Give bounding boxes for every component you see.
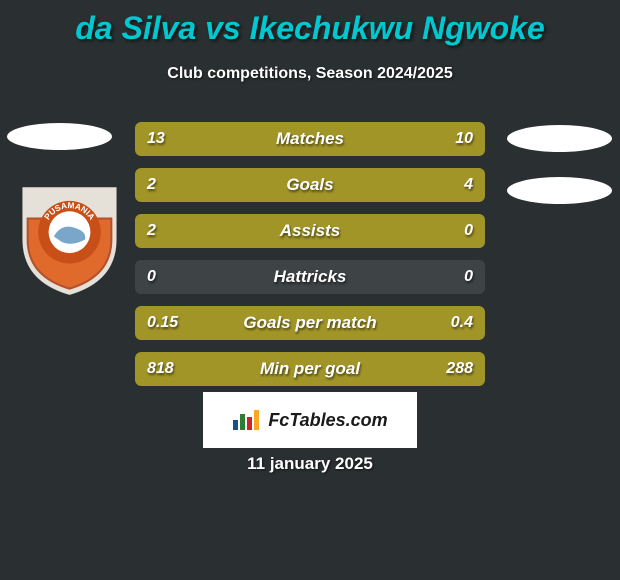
left-club-placeholder — [7, 123, 112, 150]
right-club-placeholder-1 — [507, 125, 612, 152]
right-club-placeholder-2 — [507, 177, 612, 204]
stat-label: Matches — [135, 122, 485, 156]
stat-row: 0.150.4Goals per match — [135, 306, 485, 340]
brand-text: FcTables.com — [268, 410, 387, 431]
bar-chart-icon — [232, 408, 260, 432]
stat-row: 00Hattricks — [135, 260, 485, 294]
stat-label: Goals per match — [135, 306, 485, 340]
date-text: 11 january 2025 — [0, 454, 620, 474]
stat-row: 20Assists — [135, 214, 485, 248]
stat-row: 24Goals — [135, 168, 485, 202]
page-subtitle: Club competitions, Season 2024/2025 — [0, 65, 620, 83]
stat-label: Min per goal — [135, 352, 485, 386]
club-crest: PUSAMANIA — [17, 182, 122, 297]
stat-label: Goals — [135, 168, 485, 202]
stat-label: Hattricks — [135, 260, 485, 294]
page-title: da Silva vs Ikechukwu Ngwoke — [0, 0, 620, 47]
comparison-bars: 1310Matches 24Goals 20Assists 00Hattricks 0.… — [135, 122, 485, 398]
brand-badge: FcTables.com — [203, 392, 417, 448]
stat-row: 1310Matches — [135, 122, 485, 156]
stat-label: Assists — [135, 214, 485, 248]
stat-row: 818288Min per goal — [135, 352, 485, 386]
